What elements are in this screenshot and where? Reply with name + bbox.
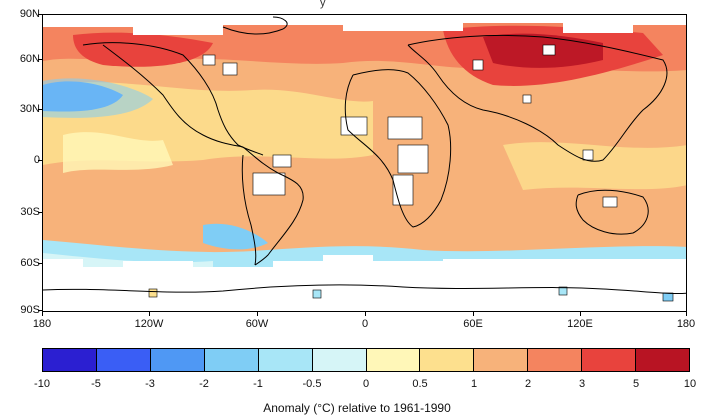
lat-tickmark: [38, 59, 42, 60]
colorbar-swatch: [582, 349, 637, 371]
colorbar-label: -3: [145, 378, 155, 390]
map-canvas: [43, 15, 686, 311]
colorbar-swatch: [258, 349, 313, 371]
no-data-cell: [472, 59, 484, 71]
colorbar-swatch: [43, 349, 97, 371]
lon-tick-label: 0: [361, 318, 369, 330]
data-cell: [662, 292, 674, 302]
lat-tickmark: [38, 310, 42, 311]
map-title-fragment: y: [320, 0, 326, 9]
colorbar-label: -2: [199, 378, 209, 390]
lon-tick-label: 120W: [134, 318, 164, 330]
warm-anomaly-region: [73, 32, 213, 67]
no-data-cell: [202, 54, 216, 66]
no-data-cell: [397, 144, 429, 174]
africa-europe-coast: [344, 69, 452, 228]
lon-tickmark: [149, 312, 150, 316]
coastlines: [43, 16, 686, 295]
lat-tick-label: 90N: [19, 8, 40, 20]
no-data-cell: [222, 62, 238, 76]
no-data-region: [43, 15, 686, 35]
data-cell: [148, 288, 158, 298]
lon-tickmark: [473, 312, 474, 316]
lat-tick-label: 30S: [20, 206, 40, 218]
lat-tick-label: 60N: [19, 53, 40, 65]
lon-tickmark: [257, 312, 258, 316]
lat-tickmark: [38, 14, 42, 15]
lon-tickmark: [580, 312, 581, 316]
no-data-cell: [542, 44, 556, 56]
colorbar-label: 0.5: [412, 378, 428, 390]
data-cell: [558, 286, 568, 296]
no-data-cell: [387, 116, 423, 140]
colorbar-swatch: [474, 349, 529, 371]
no-data-region: [43, 255, 686, 311]
lat-tick-label: 0: [33, 154, 40, 166]
colorbar-swatch: [528, 349, 583, 371]
lat-tickmark: [38, 160, 42, 161]
colorbar-label: -1: [253, 378, 263, 390]
lon-tickmark: [686, 312, 687, 316]
lon-tickmark: [42, 312, 43, 316]
antarctica-coast: [43, 284, 686, 295]
no-data-cell: [340, 116, 368, 136]
lat-tickmark: [38, 109, 42, 110]
lon-tickmark: [365, 312, 366, 316]
colorbar-swatch: [204, 349, 259, 371]
north-america-west-coast: [102, 44, 244, 148]
colorbar-label: 5: [632, 378, 640, 390]
no-data-cell: [252, 172, 286, 196]
no-data-cell: [582, 149, 594, 161]
colorbar-swatch: [420, 349, 475, 371]
cold-anomaly-region: [43, 78, 153, 118]
colorbar-label: 3: [578, 378, 586, 390]
lon-tick-label: 120E: [567, 318, 593, 330]
colorbar-swatch: [312, 349, 367, 371]
anomaly-region: [503, 142, 686, 190]
colorbar-swatch: [636, 349, 690, 371]
lon-tick-label: 180: [32, 318, 52, 330]
colorbar-swatch: [366, 349, 421, 371]
colorbar: [42, 348, 690, 372]
no-data-cell: [522, 94, 532, 104]
asia-coast: [407, 34, 668, 162]
greenland-coast: [222, 16, 288, 35]
colorbar-swatch: [150, 349, 205, 371]
no-data-cell: [602, 196, 618, 208]
lat-tick-label: 60S: [20, 257, 40, 269]
colorbar-label: 1: [470, 378, 478, 390]
colorbar-label: -10: [34, 378, 50, 390]
lat-tickmark: [38, 263, 42, 264]
south-america-coast: [242, 146, 304, 266]
australia-coast: [575, 189, 649, 235]
colorbar-label: 10: [683, 378, 697, 390]
lon-tick-label: 180: [676, 318, 696, 330]
colorbar-label: 0: [362, 378, 370, 390]
colorbar-label: 2: [524, 378, 532, 390]
data-cell: [312, 289, 322, 299]
colorbar-caption: Anomaly (°C) relative to 1961-1990: [263, 401, 451, 415]
colorbar-swatch: [96, 349, 151, 371]
lat-tick-label: 30N: [19, 103, 40, 115]
colorbar-label: -0.5: [302, 378, 322, 390]
lon-tick-label: 60E: [463, 318, 483, 330]
temperature-anomaly-map: [42, 14, 687, 312]
anomaly-region: [63, 132, 173, 173]
no-data-cell: [272, 154, 292, 168]
colorbar-label: -5: [91, 378, 101, 390]
lat-tickmark: [38, 212, 42, 213]
lon-tick-label: 60W: [245, 318, 269, 330]
lat-tick-label: 90S: [20, 304, 40, 316]
south-america-west-coast: [241, 154, 257, 266]
cold-anomaly-region: [203, 223, 268, 250]
